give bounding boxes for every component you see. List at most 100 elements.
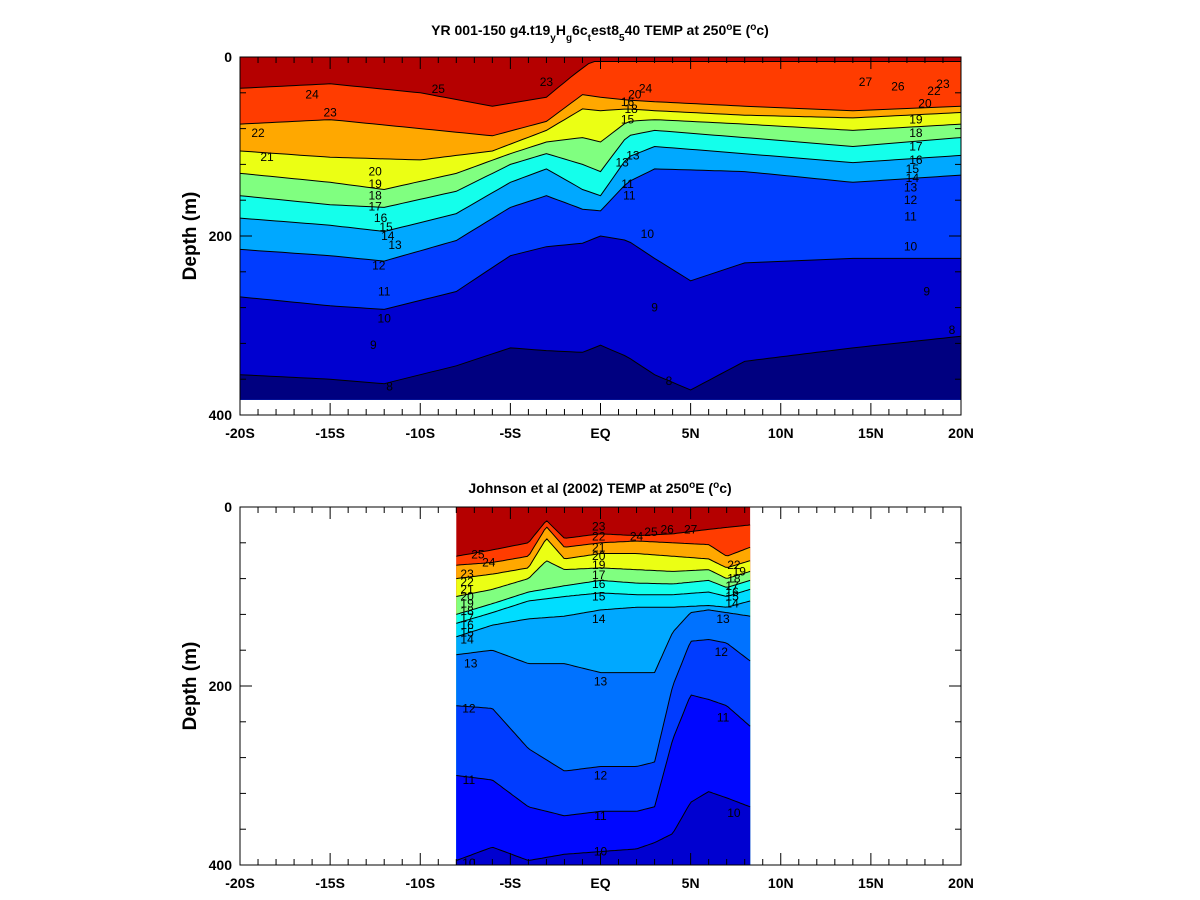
contour-label: 18 [624,102,638,116]
contour-label: 10 [641,227,655,241]
panel-observed-temperature: Johnson et al (2002) TEMP at 250oE (oc) … [180,480,974,892]
contour-label: 19 [369,177,383,191]
contour-label: 15 [460,625,474,639]
y-tick-label: 0 [224,499,232,515]
axis-ticks: -20S -15S -10S -5S EQ 5N 10N 15N 20N 0 200 400 [209,49,974,441]
contour-label: 10 [594,845,608,859]
isotherm-line-12 [456,638,751,772]
contour-label: 15 [592,590,606,604]
contour-label: 12 [372,259,386,273]
contour-label: 11 [378,284,391,298]
contour-label: 26 [661,522,675,536]
y-tick-label: 400 [209,407,233,423]
contour-label: 15 [906,162,920,176]
isotherm-line-10 [456,791,751,861]
contour-label: 18 [460,604,474,618]
contour-label: 24 [630,530,644,544]
contour-label: 20 [918,97,932,111]
x-tick-label: 10N [768,875,794,891]
contour-label: 24 [305,88,319,102]
contour-label: 18 [727,572,741,586]
contour-label: 23 [592,520,606,534]
isotherm-line-22 [456,526,751,566]
contour-label: 27 [684,522,698,536]
contour-label: 23 [540,75,554,89]
contour-label: 15 [379,220,393,234]
contour-label: 14 [906,171,920,185]
isotherm-line-10 [240,235,961,310]
y-tick-label: 0 [224,49,232,65]
contour-label: 25 [471,547,485,561]
x-tick-label: 20N [948,875,974,891]
contour-label: 13 [904,181,918,195]
contour-label: 11 [904,209,917,223]
contour-label: 19 [909,113,923,127]
contour-label: 14 [460,632,474,646]
contour-label: 18 [909,126,923,140]
contour-label: 10 [378,311,392,325]
y-tick-label: 400 [209,857,233,873]
contour-label: 18 [369,189,383,203]
contour-label: 14 [592,612,606,626]
contour-label: 8 [949,323,956,337]
isotherm-line-11 [456,694,751,817]
contour-label: 8 [666,374,673,388]
y-axis-title: Depth (m) [180,192,201,281]
axis-ticks: -20S -15S -10S -5S EQ 5N 10N 15N 20N 0 200 400 [209,499,974,891]
contour-label: 21 [260,150,274,164]
isotherm-line-14 [240,145,961,233]
contour-label: 16 [460,618,474,632]
contour-label: 24 [639,81,653,95]
contour-label: 11 [463,773,476,787]
contour-label: 16 [725,585,739,599]
contour-label: 13 [464,657,478,671]
contour-label: 11 [621,177,634,191]
x-tick-label: -20S [225,425,255,441]
contour-label: 10 [904,240,918,254]
isotherm-line-18 [456,560,751,597]
isotherm-line-20 [456,538,751,580]
panel-title: Johnson et al (2002) TEMP at 250oE (oc) [468,480,731,497]
isotherm-line-20 [240,108,961,161]
isotherm-line-8 [240,335,961,391]
isotherm-line-22 [240,94,961,137]
contour-label: 17 [460,611,474,625]
contour-label: 9 [651,301,658,315]
contour-label: 10 [727,806,741,820]
contour-label: 11 [623,189,636,203]
contour-label: 13 [594,675,608,689]
contour-label: 20 [369,165,383,179]
plot-area: 2524232221201918171615141312111023222120… [456,507,751,865]
y-tick-label: 200 [209,228,233,244]
contour-label: 16 [909,153,923,167]
contour-label: 20 [628,88,642,102]
y-tick-label: 200 [209,678,233,694]
x-tick-label: -5S [499,875,521,891]
contour-label: 14 [381,229,395,243]
contour-label: 17 [592,568,606,582]
contour-label: 13 [716,612,730,626]
contour-label: 24 [482,555,496,569]
isotherm-line-12 [240,168,961,262]
contour-label: 12 [904,193,918,207]
x-tick-label: 15N [858,425,884,441]
panel-title: YR 001-150 g4.t19yHg6ctest8540 TEMP at 2… [431,22,769,44]
contour-label: 22 [592,530,606,544]
contour-label: 13 [615,156,629,170]
x-tick-label: -5S [499,425,521,441]
isotherm-line-14 [456,600,751,638]
isotherm-line-13 [456,609,751,674]
contour-label: 13 [388,238,402,252]
contour-label: 8 [386,379,393,393]
contour-label: 16 [621,95,635,109]
contour-label: 25 [432,82,446,96]
x-tick-label: EQ [590,425,610,441]
contour-label: 15 [725,590,739,604]
contour-label: 22 [251,126,265,140]
contour-label: 9 [370,338,377,352]
contour-label: 23 [460,567,474,581]
y-axis-title: Depth (m) [180,642,201,731]
contour-label: 12 [715,645,729,659]
plot-area: 24 25222321201918171615141312111098231618… [240,57,961,400]
x-tick-label: 20N [948,425,974,441]
